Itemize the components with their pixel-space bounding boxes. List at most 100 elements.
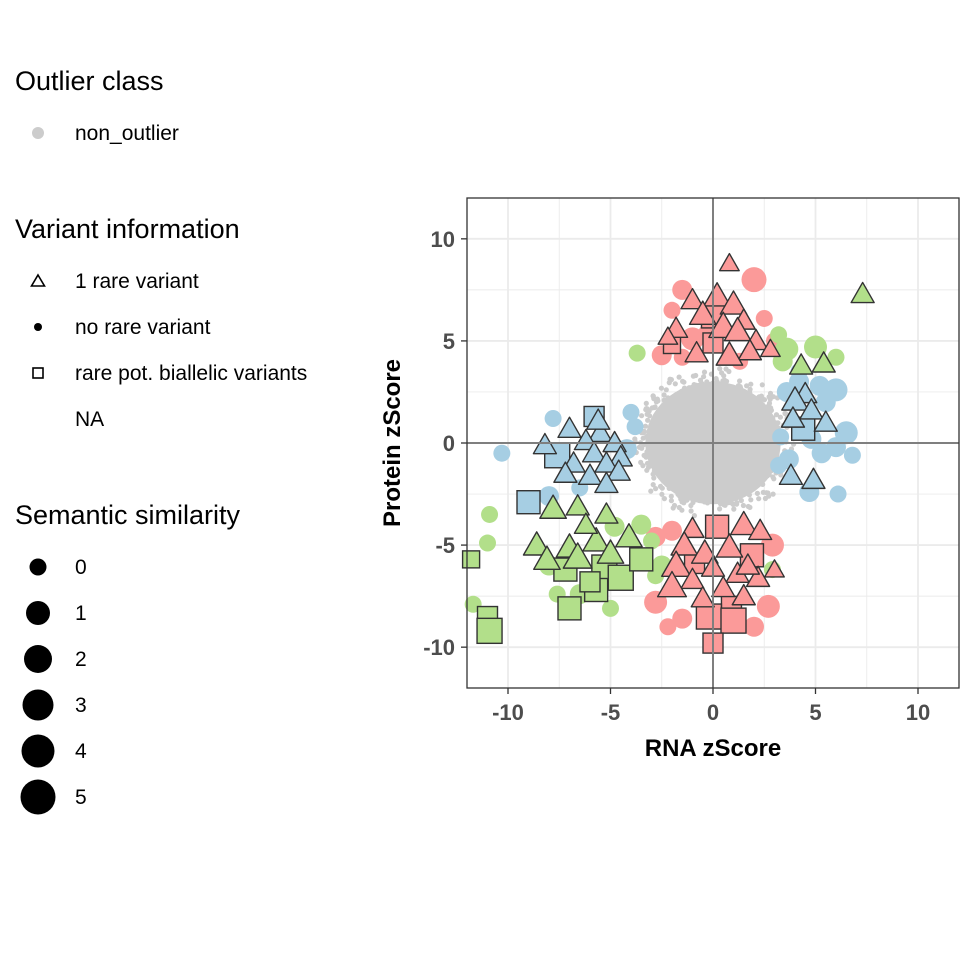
non-outlier-point: [651, 396, 657, 402]
point-protein-outlier-dot: [663, 301, 681, 319]
point-protein-outlier-triangle: [723, 316, 752, 342]
point-rna-outlier-triangle: [778, 463, 804, 485]
point-protein-outlier-dot: [744, 616, 764, 637]
point-rna-protein-outlier-dot: [481, 505, 499, 523]
non-outlier-point: [643, 400, 649, 406]
point-protein-outlier-triangle: [731, 583, 756, 606]
non-outlier-point: [701, 374, 707, 380]
point-rna-outlier-triangle: [780, 406, 806, 428]
point-protein-outlier-triangle: [688, 300, 717, 325]
non-outlier-point: [644, 406, 650, 412]
point-rna-protein-outlier-square: [629, 547, 654, 572]
point-protein-outlier-triangle: [656, 570, 688, 598]
legend-key-size-4: [21, 734, 55, 768]
point-rna-outlier-triangle: [573, 428, 599, 451]
legend-key-triangle: [30, 273, 46, 287]
point-protein-outlier-triangle: [657, 326, 679, 345]
legend-label-size-2: 2: [75, 648, 87, 671]
outlier-points: [461, 252, 875, 654]
x-axis-ticks: -10 -5 0 5 10: [492, 688, 930, 725]
point-rna-protein-outlier-dot: [631, 514, 652, 535]
non-outlier-point: [668, 493, 674, 499]
point-rna-protein-outlier-dot: [643, 532, 660, 550]
x-tick-label: 10: [906, 700, 930, 725]
point-rna-protein-outlier-triangle: [565, 494, 590, 516]
x-tick-label: 5: [809, 700, 821, 725]
point-rna-protein-outlier-square: [461, 550, 481, 569]
non-outlier-point: [680, 378, 686, 384]
point-rna-protein-outlier-dot: [827, 348, 845, 366]
non-outlier-point: [639, 413, 645, 419]
point-protein-outlier-triangle: [690, 539, 719, 564]
non-outlier-point: [748, 497, 754, 503]
point-protein-outlier-dot: [659, 618, 677, 636]
point-rna-protein-outlier-triangle: [850, 281, 875, 304]
point-rna-outlier-triangle: [553, 461, 578, 483]
point-protein-outlier-triangle: [670, 531, 699, 556]
y-axis-ticks: -10 -5 0 5 10: [423, 227, 467, 660]
legend-label-no-rare-variant: no rare variant: [75, 316, 211, 339]
non-outlier-point: [744, 383, 750, 389]
point-rna-protein-outlier-triangle: [615, 522, 643, 548]
non-outlier-point: [645, 417, 651, 423]
non-outlier-point: [644, 467, 650, 473]
point-rna-outlier-dot: [772, 428, 790, 446]
point-rna-protein-outlier-triangle: [573, 512, 599, 534]
non-outlier-point: [678, 496, 684, 502]
x-tick-label: -10: [492, 700, 524, 725]
legend-label-1-rare-variant: 1 rare variant: [75, 270, 199, 293]
x-axis-label: RNA zScore: [645, 735, 781, 762]
legend-label-size-1: 1: [75, 602, 87, 625]
non-outlier-point: [639, 445, 645, 451]
point-rna-protein-outlier-dot: [770, 326, 788, 344]
point-protein-outlier-square: [720, 607, 747, 634]
point-rna-outlier-triangle: [588, 420, 613, 443]
non-outlier-point: [770, 474, 776, 480]
non-outlier-point: [731, 506, 737, 512]
point-rna-outlier-triangle: [557, 416, 582, 439]
non-outlier-point: [663, 387, 669, 393]
legend-title-semantic-similarity: Semantic similarity: [15, 500, 241, 530]
point-protein-outlier-dot: [662, 520, 682, 541]
non-outlier-point: [737, 378, 743, 384]
non-outlier-point: [661, 392, 667, 398]
non-outlier-point: [701, 369, 708, 375]
point-protein-outlier-dot: [755, 309, 773, 327]
non-outlier-point: [632, 436, 638, 442]
point-rna-outlier-triangle: [581, 441, 607, 463]
point-protein-outlier-triangle: [747, 518, 773, 541]
non-outlier-point: [640, 435, 646, 441]
point-rna-outlier-dot: [843, 446, 861, 464]
legend-label-size-0: 0: [75, 556, 87, 579]
non-outlier-point: [690, 373, 697, 379]
point-rna-protein-outlier-triangle: [582, 527, 611, 552]
point-protein-outlier-triangle: [735, 553, 761, 575]
non-outlier-point: [644, 411, 650, 417]
non-outlier-point: [671, 502, 678, 509]
non-outlier-point: [754, 490, 761, 496]
point-protein-outlier-triangle: [764, 559, 785, 578]
point-protein-outlier-dot: [741, 267, 767, 293]
point-protein-outlier-triangle: [711, 575, 736, 598]
point-protein-outlier-triangle: [680, 567, 705, 590]
non-outlier-point: [676, 374, 682, 380]
legend-key-size-5: [20, 779, 56, 815]
point-protein-outlier-triangle: [690, 585, 715, 608]
non-outlier-point: [688, 508, 694, 514]
legend: Outlier class non_outlier Variant inform…: [0, 0, 380, 960]
point-rna-outlier-dot: [815, 392, 836, 413]
point-rna-protein-outlier-dot: [479, 534, 496, 552]
point-rna-outlier-dot: [622, 403, 640, 421]
point-protein-outlier-triangle: [719, 290, 748, 315]
point-protein-outlier-triangle: [759, 338, 781, 358]
non-outlier-point: [668, 498, 675, 504]
legend-label-non-outlier: non_outlier: [75, 122, 179, 145]
legend-label-na: NA: [75, 408, 105, 431]
point-protein-outlier-triangle: [715, 533, 744, 558]
point-protein-outlier-triangle: [715, 341, 744, 366]
legend-title-outlier-class: Outlier class: [15, 66, 164, 96]
point-protein-outlier-triangle: [718, 252, 740, 272]
legend-key-size-2: [24, 645, 52, 673]
non-outlier-point: [642, 423, 649, 429]
point-rna-protein-outlier-triangle: [562, 542, 593, 569]
